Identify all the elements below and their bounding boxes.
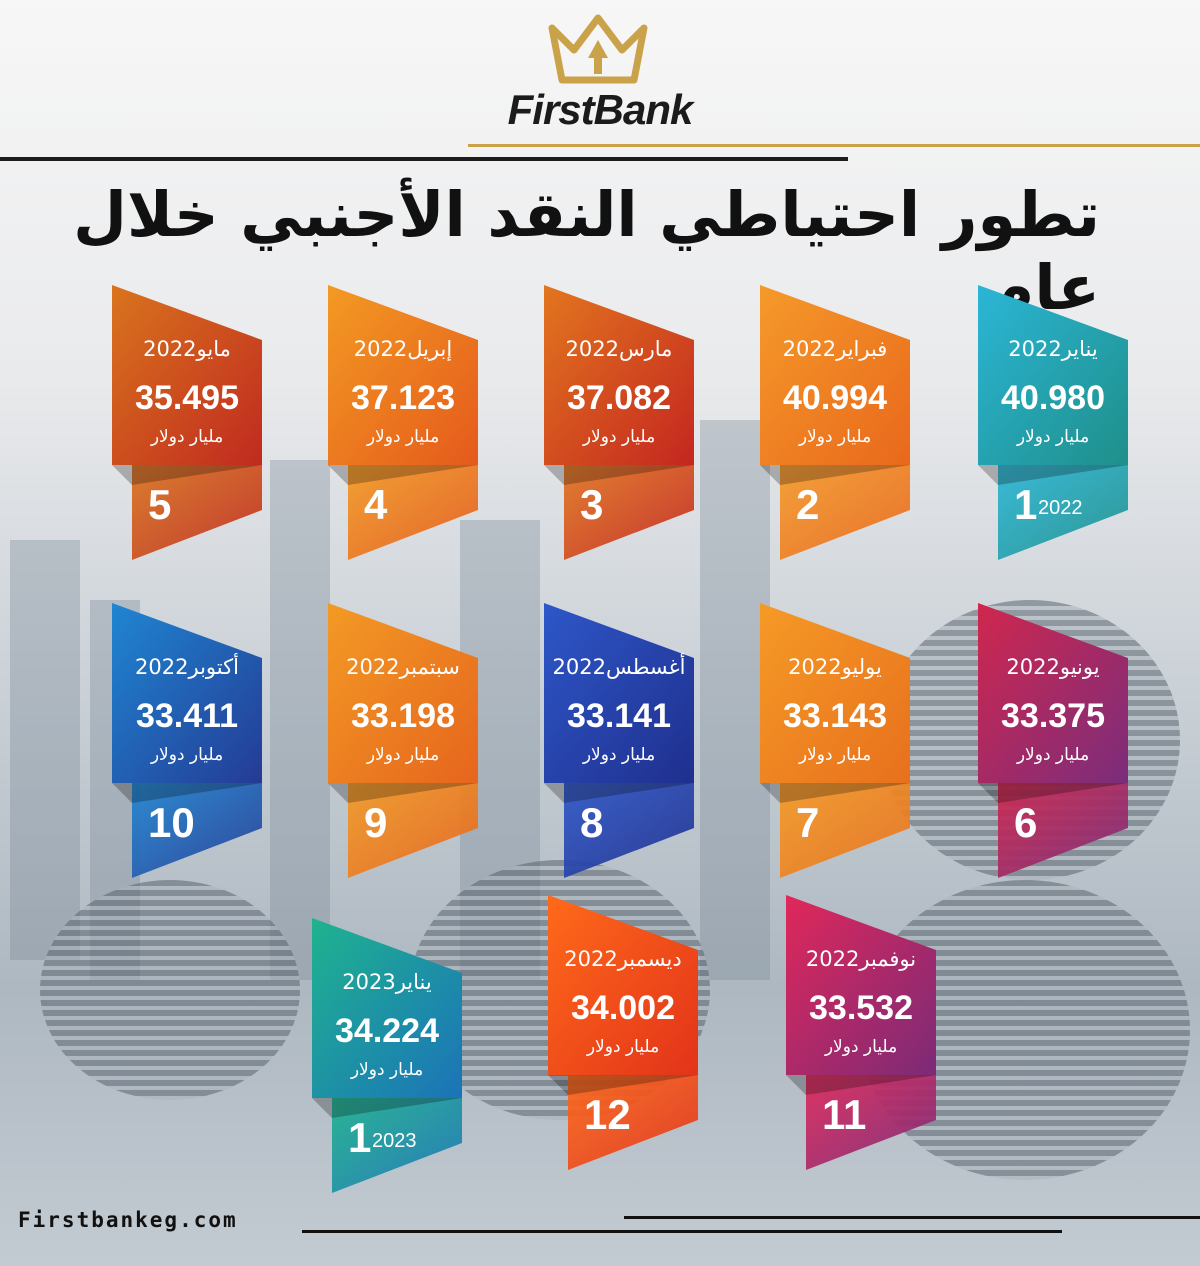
card-number: 7 bbox=[796, 799, 820, 846]
footer-divider-upper bbox=[624, 1216, 1200, 1219]
card-year: 2023 bbox=[372, 1130, 417, 1152]
month-card: إبريل2022 37.123 مليار دولار 4 bbox=[328, 285, 478, 560]
card-month: ديسمبر2022 bbox=[564, 947, 682, 971]
card-shape bbox=[544, 603, 694, 878]
card-value: 37.082 bbox=[567, 379, 671, 417]
card-value: 35.495 bbox=[135, 379, 239, 417]
card-value: 34.002 bbox=[571, 989, 675, 1027]
card-number: 3 bbox=[580, 481, 604, 528]
card-month: سبتمبر2022 bbox=[346, 655, 460, 679]
card-shape bbox=[328, 285, 478, 560]
card-number: 10 bbox=[148, 799, 195, 846]
card-value: 33.143 bbox=[783, 697, 887, 735]
card-value: 33.375 bbox=[1001, 697, 1105, 735]
card-value: 33.198 bbox=[351, 697, 455, 735]
month-card: فبراير2022 40.994 مليار دولار 2 bbox=[760, 285, 910, 560]
month-card: نوفمبر2022 33.532 مليار دولار 11 bbox=[786, 895, 936, 1170]
brand-name: FirstBank bbox=[507, 86, 694, 133]
card-unit: مليار دولار bbox=[824, 1037, 898, 1057]
card-value: 37.123 bbox=[351, 379, 455, 417]
card-unit: مليار دولار bbox=[582, 745, 656, 765]
card-number: 2 bbox=[796, 481, 820, 528]
card-month: مارس2022 bbox=[565, 337, 673, 361]
card-shape bbox=[112, 603, 262, 878]
gold-divider bbox=[468, 144, 1200, 147]
month-card: مايو2022 35.495 مليار دولار 5 bbox=[112, 285, 262, 560]
card-month: نوفمبر2022 bbox=[805, 947, 917, 971]
card-unit: مليار دولار bbox=[582, 427, 656, 447]
card-number: 4 bbox=[364, 481, 388, 528]
card-month: أكتوبر2022 bbox=[135, 655, 239, 679]
card-shape bbox=[760, 603, 910, 878]
card-value: 33.411 bbox=[135, 697, 239, 735]
card-unit: مليار دولار bbox=[366, 745, 440, 765]
card-month: يناير2023 bbox=[342, 970, 432, 994]
card-unit: مليار دولار bbox=[366, 427, 440, 447]
card-number: 9 bbox=[364, 799, 388, 846]
card-unit: مليار دولار bbox=[350, 1060, 424, 1080]
card-unit: مليار دولار bbox=[150, 745, 224, 765]
card-unit: مليار دولار bbox=[798, 427, 872, 447]
month-card: يناير2023 34.224 مليار دولار 1 2023 bbox=[312, 918, 462, 1193]
card-number: 5 bbox=[148, 481, 172, 528]
card-shape bbox=[328, 603, 478, 878]
month-card: سبتمبر2022 33.198 مليار دولار 9 bbox=[328, 603, 478, 878]
card-month: مايو2022 bbox=[143, 337, 231, 361]
card-value: 40.980 bbox=[1001, 379, 1105, 417]
card-unit: مليار دولار bbox=[150, 427, 224, 447]
month-card: يونيو2022 33.375 مليار دولار 6 bbox=[978, 603, 1128, 878]
card-number: 1 bbox=[348, 1114, 372, 1161]
card-number: 12 bbox=[584, 1091, 631, 1138]
card-month: أغسطس2022 bbox=[552, 655, 686, 679]
card-unit: مليار دولار bbox=[586, 1037, 660, 1057]
card-month: إبريل2022 bbox=[353, 337, 453, 361]
card-shape bbox=[544, 285, 694, 560]
card-shape bbox=[548, 895, 698, 1170]
month-card: أكتوبر2022 33.411 مليار دولار 10 bbox=[112, 603, 262, 878]
card-number: 6 bbox=[1014, 799, 1038, 846]
card-unit: مليار دولار bbox=[1016, 745, 1090, 765]
card-shape bbox=[978, 285, 1128, 560]
card-shape bbox=[112, 285, 262, 560]
month-card: مارس2022 37.082 مليار دولار 3 bbox=[544, 285, 694, 560]
card-number: 11 bbox=[822, 1091, 867, 1138]
month-card: يوليو2022 33.143 مليار دولار 7 bbox=[760, 603, 910, 878]
card-month: يوليو2022 bbox=[788, 655, 882, 679]
card-month: يناير2022 bbox=[1008, 337, 1098, 361]
card-value: 33.532 bbox=[809, 989, 913, 1027]
card-value: 40.994 bbox=[783, 379, 887, 417]
logo: FirstBank bbox=[0, 0, 1200, 160]
page-title: تطور احتياطي النقد الأجنبي خلال عام bbox=[73, 178, 1100, 324]
card-unit: مليار دولار bbox=[798, 745, 872, 765]
card-shape bbox=[978, 603, 1128, 878]
card-value: 33.141 bbox=[567, 697, 671, 735]
card-unit: مليار دولار bbox=[1016, 427, 1090, 447]
month-card: أغسطس2022 33.141 مليار دولار 8 bbox=[544, 603, 694, 878]
card-shape bbox=[760, 285, 910, 560]
card-month: يونيو2022 bbox=[1006, 655, 1100, 679]
card-shape bbox=[786, 895, 936, 1170]
card-value: 34.224 bbox=[335, 1012, 439, 1050]
dark-divider bbox=[0, 157, 848, 161]
card-number: 8 bbox=[580, 799, 604, 846]
card-month: فبراير2022 bbox=[782, 337, 888, 361]
footer-divider-lower bbox=[302, 1230, 1062, 1233]
crown-icon bbox=[548, 14, 648, 84]
month-card: ديسمبر2022 34.002 مليار دولار 12 bbox=[548, 895, 698, 1170]
card-shape bbox=[312, 918, 462, 1193]
card-year: 2022 bbox=[1038, 497, 1083, 519]
website-label: Firstbankeg.com bbox=[18, 1208, 238, 1232]
month-card: يناير2022 40.980 مليار دولار 1 2022 bbox=[978, 285, 1128, 560]
card-number: 1 bbox=[1014, 481, 1038, 528]
